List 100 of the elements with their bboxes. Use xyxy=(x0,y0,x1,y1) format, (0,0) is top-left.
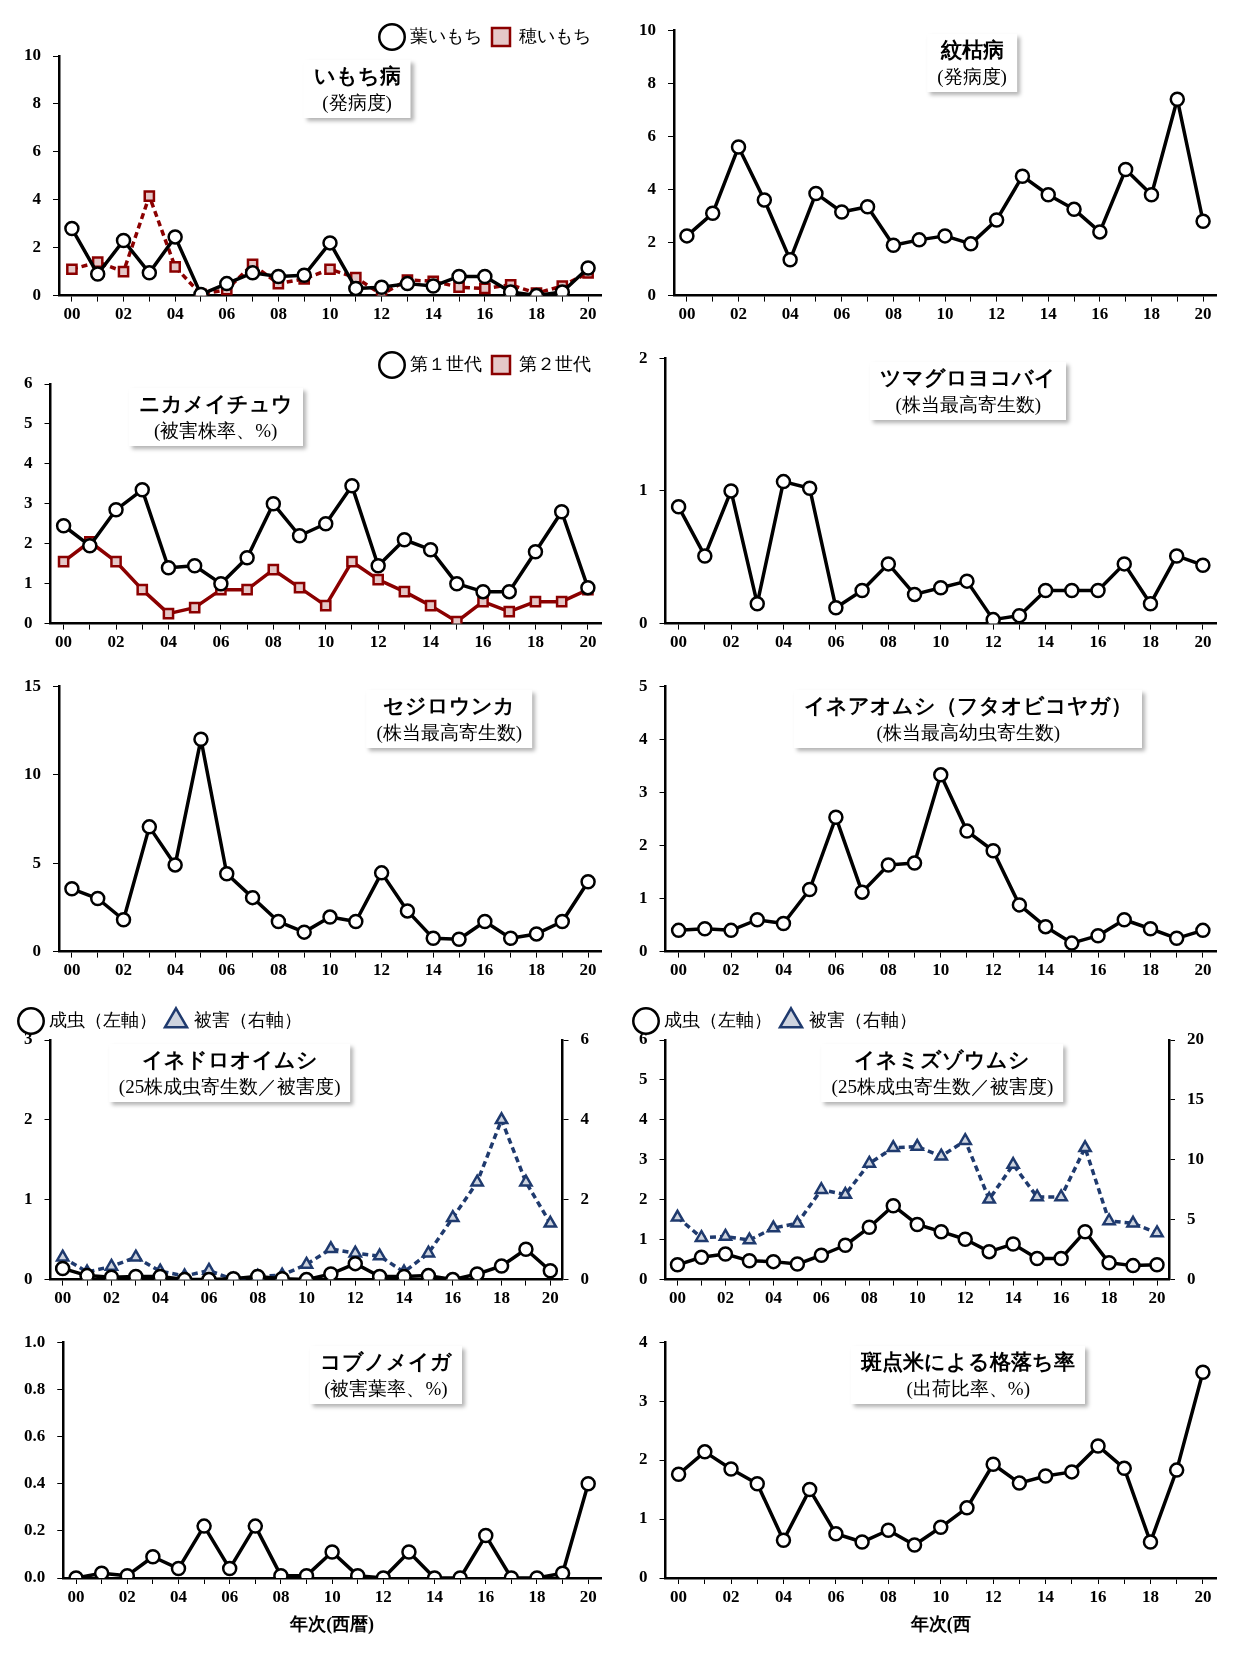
y-tick-label: 10 xyxy=(24,764,41,784)
legend-label: 葉いもち xyxy=(410,25,482,46)
x-tick-label: 02 xyxy=(730,304,748,324)
x-tick-label: 02 xyxy=(118,1586,136,1606)
x-tick-label: 06 xyxy=(212,632,230,652)
x-tick-label: 18 xyxy=(493,1288,511,1308)
x-tick-label: 16 xyxy=(1089,632,1107,652)
x-tick-label: 06 xyxy=(218,960,236,980)
x-tick-label: 02 xyxy=(722,960,740,980)
x-tick-label: 04 xyxy=(166,960,185,980)
text: (株当最高寄生数) xyxy=(894,393,1043,418)
x-tick-label: 16 xyxy=(1089,1586,1107,1606)
x-tick-label: 00 xyxy=(55,632,73,652)
chart-title: ニカメイチュウ xyxy=(138,391,293,418)
y-tick-label: 1 xyxy=(24,573,33,593)
x-tick-label: 00 xyxy=(54,1288,72,1308)
x-tick-label: 00 xyxy=(670,1586,688,1606)
text: (出荷比率、%) xyxy=(905,1377,1031,1402)
x-tick-label: 04 xyxy=(774,632,793,652)
y-tick-label: 5 xyxy=(24,413,33,433)
x-tick-label: 20 xyxy=(1148,1288,1166,1308)
y2-tick-label: 10 xyxy=(1187,1149,1204,1169)
x-tick-label: 08 xyxy=(272,1586,290,1606)
x-tick-label: 10 xyxy=(908,1288,926,1308)
x-tick-label: 00 xyxy=(678,304,696,324)
x-tick-label: 20 xyxy=(1194,304,1212,324)
x-tick-label: 08 xyxy=(879,1586,897,1606)
y-tick-label: 6 xyxy=(647,125,656,145)
x-tick-label: 02 xyxy=(722,1586,740,1606)
legend-label: 第１世代 xyxy=(410,353,482,374)
y2-tick-label: 0 xyxy=(1187,1268,1196,1288)
legend-label: 穂いもち xyxy=(519,25,591,46)
text: (株当最高幼虫寄生数) xyxy=(875,721,1062,746)
x-tick-label: 14 xyxy=(1037,960,1055,980)
x-tick-label: 14 xyxy=(395,1288,414,1308)
text: (株当最高寄生数) xyxy=(376,721,523,746)
x-tick-label: 00 xyxy=(668,1288,686,1308)
y-tick-label: 0 xyxy=(24,612,33,632)
y-tick-label: 0.4 xyxy=(24,1473,46,1493)
legend-label: 第２世代 xyxy=(519,353,591,374)
x-tick-label: 10 xyxy=(298,1288,315,1308)
x-tick-label: 02 xyxy=(722,632,740,652)
x-tick-label: 00 xyxy=(670,960,688,980)
x-tick-label: 20 xyxy=(579,960,597,980)
x-tick-label: 16 xyxy=(476,304,494,324)
x-tick-label: 12 xyxy=(369,632,387,652)
x-tick-label: 18 xyxy=(527,304,545,324)
x-tick-label: 06 xyxy=(827,960,845,980)
x-tick-label: 16 xyxy=(474,632,492,652)
chart-title: 紋枯病 xyxy=(939,37,1005,65)
x-tick-label: 18 xyxy=(1142,304,1160,324)
x-tick-label: 12 xyxy=(984,632,1002,652)
x-tick-label: 06 xyxy=(200,1288,218,1308)
text: (25株成虫寄生数／被害度) xyxy=(118,1075,341,1099)
x-tick-label: 12 xyxy=(373,960,391,980)
chart-title: イネアオムシ（フタオビコヤガ） xyxy=(804,693,1133,721)
x-tick-label: 20 xyxy=(541,1288,559,1308)
y-tick-label: 5 xyxy=(639,1069,648,1089)
x-tick-label: 10 xyxy=(323,1586,341,1606)
y-tick-label: 2 xyxy=(647,231,656,251)
x-tick-label: 14 xyxy=(422,632,440,652)
x-tick-label: 16 xyxy=(477,1586,495,1606)
y-tick-label: 5 xyxy=(32,852,41,872)
x-tick-label: 02 xyxy=(716,1288,734,1308)
y-tick-label: 10 xyxy=(24,45,41,65)
x-tick-label: 04 xyxy=(764,1288,783,1308)
x-axis-title: 年次(西 xyxy=(909,1613,971,1635)
x-tick-label: 02 xyxy=(102,1288,120,1308)
y-tick-label: 15 xyxy=(24,675,41,695)
text: (発病度) xyxy=(321,91,393,115)
y-tick-label: 2 xyxy=(639,1189,648,1209)
x-tick-label: 12 xyxy=(988,304,1006,324)
y-tick-label: 0 xyxy=(639,612,648,632)
x-tick-label: 20 xyxy=(579,1586,597,1606)
x-tick-label: 14 xyxy=(424,304,443,324)
y-tick-label: 1 xyxy=(24,1189,33,1209)
x-tick-label: 20 xyxy=(1194,1586,1212,1606)
x-tick-label: 10 xyxy=(936,304,954,324)
chart-title: イネドロオイムシ xyxy=(140,1047,319,1074)
x-tick-label: 20 xyxy=(579,632,597,652)
x-tick-label: 04 xyxy=(169,1586,188,1606)
x-tick-label: 16 xyxy=(1091,304,1109,324)
y-tick-label: 2 xyxy=(32,237,41,257)
text: (発病度) xyxy=(937,65,1007,90)
x-tick-label: 18 xyxy=(1100,1288,1118,1308)
y-tick-label: 6 xyxy=(32,141,41,161)
y-tick-label: 1 xyxy=(639,1508,648,1528)
x-tick-label: 16 xyxy=(476,960,494,980)
chart-title: イネミズゾウムシ xyxy=(853,1047,1032,1074)
y2-tick-label: 20 xyxy=(1187,1029,1204,1049)
y-tick-label: 0 xyxy=(639,1567,648,1587)
x-tick-label: 00 xyxy=(63,960,81,980)
y-tick-label: 0.6 xyxy=(24,1425,46,1445)
x-tick-label: 02 xyxy=(115,304,133,324)
y-tick-label: 0.2 xyxy=(24,1520,46,1540)
y-tick-label: 4 xyxy=(32,189,42,209)
y-tick-label: 8 xyxy=(32,93,41,113)
y-tick-label: 1.0 xyxy=(24,1331,46,1351)
x-tick-label: 04 xyxy=(781,304,800,324)
y-tick-label: 1 xyxy=(639,480,648,500)
